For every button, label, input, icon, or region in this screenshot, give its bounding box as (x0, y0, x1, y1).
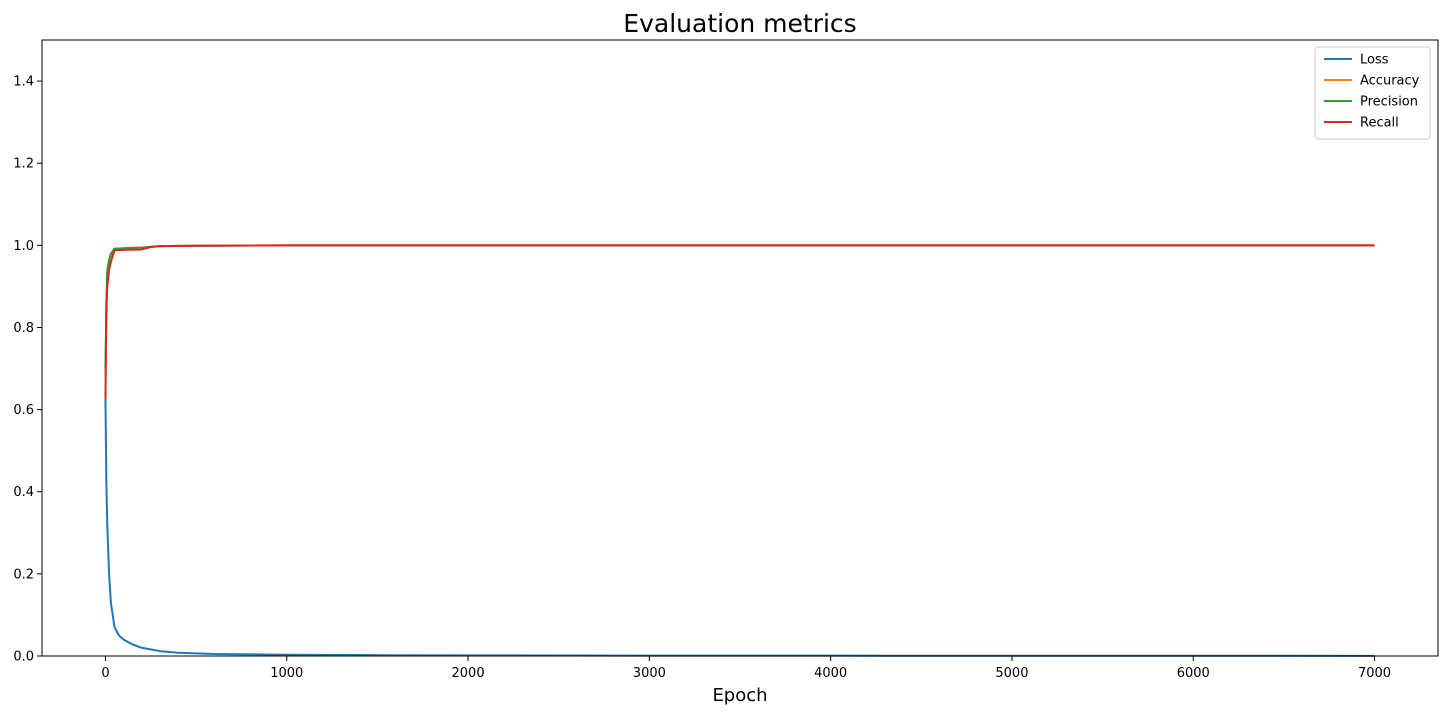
y-tick-label: 1.4 (13, 75, 34, 90)
x-tick-label: 6000 (1177, 666, 1210, 681)
x-tick-label: 4000 (814, 666, 847, 681)
x-tick-label: 2000 (452, 666, 485, 681)
series-line-recall (104, 244, 1375, 400)
legend-label-recall: Recall (1360, 116, 1399, 131)
y-tick-label: 0.4 (13, 485, 34, 500)
y-tick-label: 0.6 (13, 403, 34, 418)
plot-lines (104, 244, 1375, 657)
legend-label-loss: Loss (1360, 53, 1389, 68)
series-line-loss (104, 399, 1375, 657)
plot-frame (41, 39, 1439, 657)
x-tick-label: 7000 (1358, 666, 1391, 681)
y-axis-ticks: 0.0 0.2 0.4 0.6 0.8 1.0 1.2 1.4 (13, 75, 42, 665)
legend: Loss Accuracy Precision Recall (1314, 46, 1431, 140)
chart-title: Evaluation metrics (623, 9, 856, 38)
legend-label-accuracy: Accuracy (1360, 74, 1420, 89)
y-tick-label: 0.0 (13, 650, 34, 665)
y-tick-label: 1.2 (13, 157, 34, 172)
y-tick-label: 1.0 (13, 239, 34, 254)
legend-label-precision: Precision (1360, 95, 1418, 110)
legend-box (1314, 46, 1431, 140)
x-tick-label: 3000 (633, 666, 666, 681)
x-tick-label: 5000 (995, 666, 1028, 681)
y-tick-label: 0.2 (13, 567, 34, 582)
series-line-precision (104, 244, 1375, 369)
x-tick-label: 1000 (270, 666, 303, 681)
x-tick-label: 0 (101, 666, 109, 681)
y-tick-label: 0.8 (13, 321, 34, 336)
series-line-accuracy (104, 244, 1375, 377)
x-axis-label: Epoch (712, 685, 767, 706)
x-axis-ticks: 0 1000 2000 3000 4000 5000 6000 7000 (101, 656, 1391, 681)
